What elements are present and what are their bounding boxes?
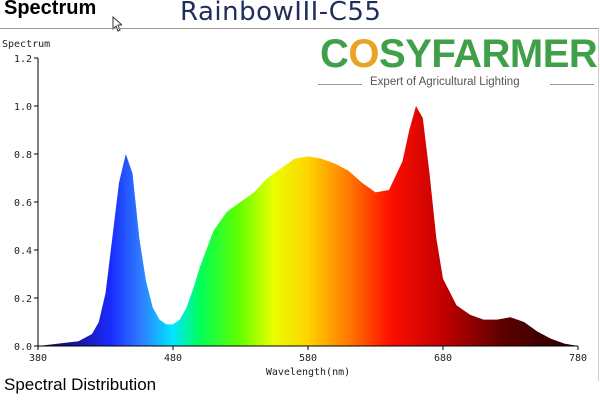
y-tick-label: 0.8	[14, 150, 32, 161]
footer-caption: Spectral Distribution	[4, 375, 157, 394]
x-tick-label: 780	[569, 353, 587, 364]
y-tick-label: 0.2	[14, 294, 32, 305]
spectrum-area	[38, 106, 578, 346]
model-name: RainbowIII-C55	[180, 0, 382, 27]
y-tick-label: 1.2	[14, 54, 32, 65]
x-tick-label: 680	[434, 353, 452, 364]
y-axis-label: Spectrum	[2, 39, 50, 50]
y-tick-label: 0.6	[14, 198, 32, 209]
brand-name: COSYFARMER	[320, 32, 598, 76]
y-tick-label: 0.0	[14, 342, 32, 353]
y-tick-label: 0.4	[14, 246, 32, 257]
x-tick-label: 480	[164, 353, 182, 364]
brand-rule-right	[550, 84, 594, 85]
y-tick-label: 1.0	[14, 102, 32, 113]
brand-rule-left	[318, 84, 362, 85]
x-tick-label: 380	[29, 353, 47, 364]
x-tick-label: 580	[299, 353, 317, 364]
page-title: Spectrum	[4, 0, 97, 19]
x-axis-label: Wavelength(nm)	[266, 367, 350, 378]
brand-logo: COSYFARMER Expert of Agricultural Lighti…	[318, 32, 598, 92]
plot-frame	[0, 28, 599, 381]
brand-tagline: Expert of Agricultural Lighting	[370, 76, 520, 88]
